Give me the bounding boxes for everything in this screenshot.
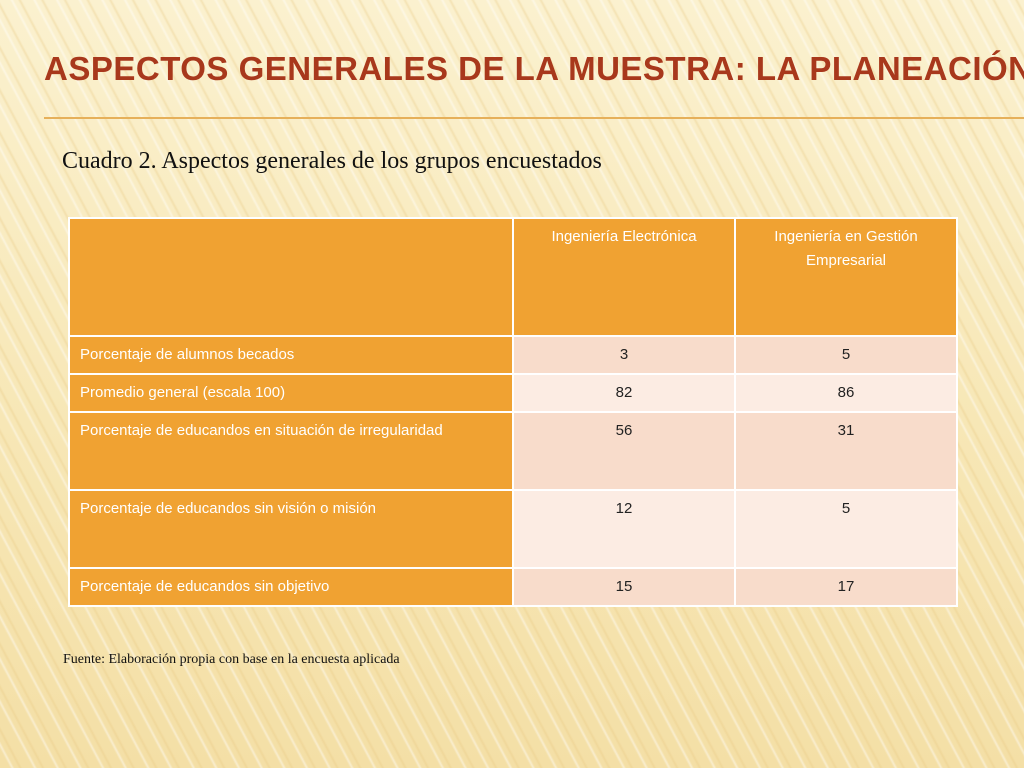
header-empty-cell xyxy=(68,217,514,337)
cell-electronica: 56 xyxy=(512,411,736,491)
header-ingenieria-electronica: Ingeniería Electrónica xyxy=(512,217,736,337)
cell-gestion-empresarial: 5 xyxy=(734,335,958,375)
cell-gestion-empresarial: 5 xyxy=(734,489,958,569)
cell-electronica: 12 xyxy=(512,489,736,569)
slide-title: Aspectos generales de la muestra: la pla… xyxy=(44,50,1024,87)
cell-electronica: 82 xyxy=(512,373,736,413)
title-divider xyxy=(44,117,1024,119)
row-label: Porcentaje de educandos sin visión o mis… xyxy=(68,489,514,569)
table-caption: Cuadro 2. Aspectos generales de los grup… xyxy=(62,148,602,174)
data-table: Ingeniería Electrónica Ingeniería en Ges… xyxy=(68,217,958,607)
cell-gestion-empresarial: 86 xyxy=(734,373,958,413)
cell-gestion-empresarial: 17 xyxy=(734,567,958,607)
cell-electronica: 15 xyxy=(512,567,736,607)
cell-gestion-empresarial: 31 xyxy=(734,411,958,491)
table-row: Porcentaje de educandos sin visión o mis… xyxy=(68,489,958,569)
table-header-row: Ingeniería Electrónica Ingeniería en Ges… xyxy=(68,217,958,337)
row-label: Porcentaje de educandos en situación de … xyxy=(68,411,514,491)
row-label: Promedio general (escala 100) xyxy=(68,373,514,413)
header-ingenieria-gestion-empresarial: Ingeniería en Gestión Empresarial xyxy=(734,217,958,337)
row-label: Porcentaje de educandos sin objetivo xyxy=(68,567,514,607)
table-row: Porcentaje de educandos sin objetivo 15 … xyxy=(68,567,958,607)
table-row: Promedio general (escala 100) 82 86 xyxy=(68,373,958,413)
row-label: Porcentaje de alumnos becados xyxy=(68,335,514,375)
table-row: Porcentaje de alumnos becados 3 5 xyxy=(68,335,958,375)
source-note: Fuente: Elaboración propia con base en l… xyxy=(63,652,400,667)
cell-electronica: 3 xyxy=(512,335,736,375)
table-row: Porcentaje de educandos en situación de … xyxy=(68,411,958,491)
